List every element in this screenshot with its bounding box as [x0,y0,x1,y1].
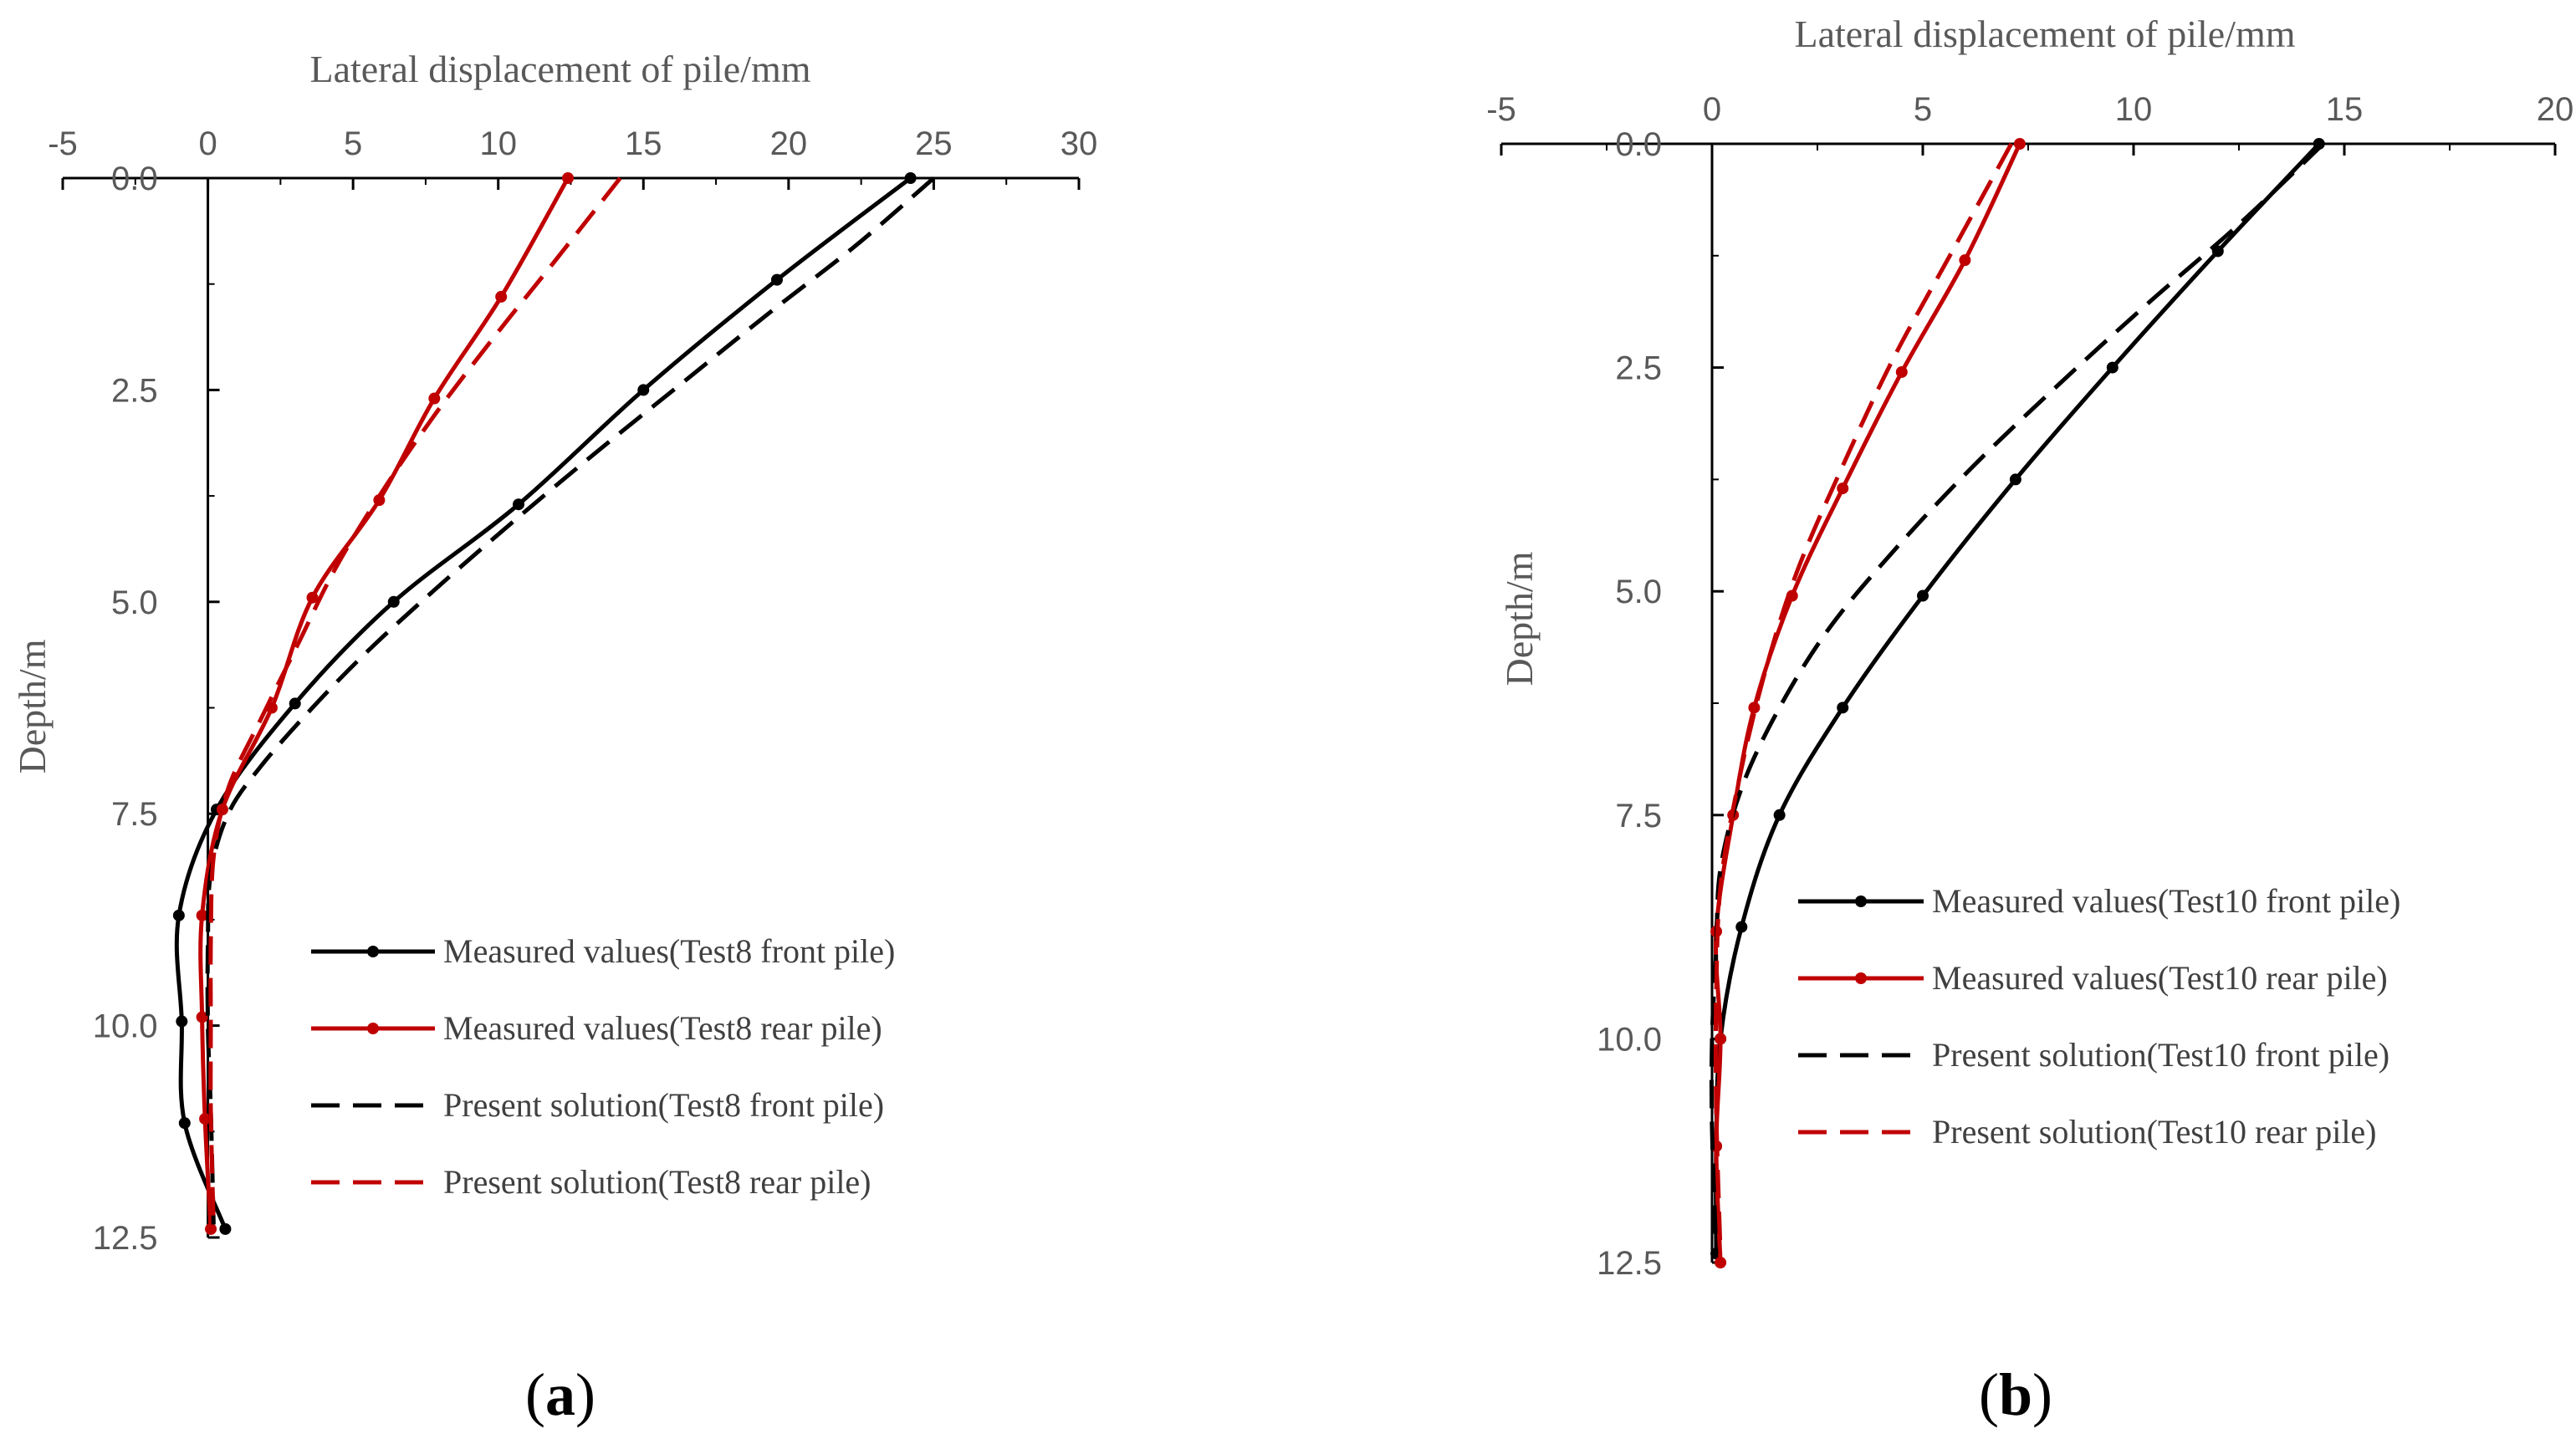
panel-b-y-axis-title: Depth/m [1498,551,1541,686]
panel-b-series-2-point [1748,702,1761,714]
panel-b-legend-label-3: Present solution(Test10 front pile) [1932,1036,2389,1074]
panel-b-legend-marker-2 [1855,972,1867,984]
panel-b-legend-label-2: Measured values(Test10 rear pile) [1932,959,2388,997]
panel-b-series-1-point [1917,589,1929,602]
panel-a-y-tick-label: 10.0 [93,1008,158,1045]
panel-b-legend-label-1: Measured values(Test10 front pile) [1932,882,2400,920]
panel-b-series-1-point [1837,702,1849,714]
panel-a-x-tick-label: 15 [625,125,662,162]
panel-a-series-1-point [904,172,917,184]
panel-a-x-axis-title: Lateral displacement of pile/mm [309,48,810,90]
panel-b-y-tick-label: 12.5 [1597,1245,1662,1282]
panel-b-series-2-line [1714,142,2022,1263]
panel-b-legend-label-4: Present solution(Test10 rear pile) [1932,1113,2377,1151]
panel-b-series-2-point [1715,1033,1727,1045]
panel-b-series-1-line [1714,142,2321,1254]
panel-a-series-2-point [428,392,441,405]
panel-b-series-2-point [2013,138,2026,150]
panel-a-y-tick-label: 7.5 [111,796,158,833]
panel-b-series-2-point [1715,1257,1727,1268]
panel-a-y-tick-label: 0.0 [111,161,158,197]
panel-b-series-3 [1709,142,2325,1254]
panel-a-series-1-point [513,498,525,511]
panel-a-series-1 [172,172,917,1235]
panel-a-x-tick-label: 5 [344,125,362,162]
panel-a-legend-label-3: Present solution(Test8 front pile) [443,1086,884,1124]
panel-a-series-2-point [495,290,508,303]
panel-b-series-2-point [1959,254,1971,267]
panel-a-series-2-point [199,1113,212,1125]
panel-a-series-1-point [387,595,400,608]
panel-a-series-4-line [208,176,622,1229]
panel-b-series-1-point [1735,921,1748,933]
panel-b-x-tick-label: 20 [2537,91,2574,128]
panel-a-series-3 [205,176,936,1229]
panel-a-series-1-point [770,273,783,286]
panel-a-series-2-point [196,909,208,921]
panel-a-y-axis-title: Depth/m [11,639,54,773]
panel-a-x-tick-label: 10 [479,125,517,162]
panel-a-series-1-point [178,1117,191,1130]
panel-a-series-4 [208,176,622,1229]
panel-b-series-4-line [1713,142,2013,1254]
panel-a-series-1-point [289,697,301,710]
panel-a-legend-label-2: Measured values(Test8 rear pile) [443,1009,882,1047]
panel-a-label: (a) [525,1361,595,1428]
panel-a-legend-marker-1 [367,946,379,957]
panel-a-legend-marker-2 [367,1023,379,1034]
panel-a-series-2-point [196,1011,208,1023]
panel-b-legend-marker-1 [1855,896,1867,907]
panel-a-x-tick-label: -5 [48,125,78,162]
panel-b-y-tick-label: 5.0 [1615,574,1662,610]
panel-a-x-tick-label: 25 [915,125,953,162]
panel-a-series-1-point [176,1015,188,1028]
panel-a-x-tick-label: 30 [1061,125,1098,162]
panel-a-series-2-line [198,176,570,1230]
panel-b-series-2 [1710,138,2026,1268]
panel-b-series-1-point [2106,361,2119,374]
panel-a-x-tick-label: 20 [770,125,808,162]
panel-b-y-tick-label: 7.5 [1615,798,1662,834]
panel-a-legend-label-1: Measured values(Test8 front pile) [443,932,895,970]
panel-b-y-tick-label: 10.0 [1597,1021,1662,1058]
panel-b-series-4 [1713,142,2013,1254]
panel-b-x-tick-label: 10 [2115,91,2153,128]
panel-b-series-2-point [1837,482,1849,495]
panel-b-x-tick-label: -5 [1486,91,1516,128]
panel-a-series-2-point [205,1222,217,1235]
panel-b-series-3-line [1709,142,2325,1254]
panel-a-series-2-point [562,172,575,184]
panel-b-chart: Lateral displacement of pile/mm Depth/m … [1486,13,2573,1282]
panel-b-y-tick-label: 2.5 [1615,350,1662,387]
panel-a-series-3-line [205,176,936,1229]
panel-b-series-2-point [1895,365,1908,378]
panel-a-series-2 [196,172,575,1235]
panel-a-chart: Lateral displacement of pile/mm Depth/m … [11,48,1097,1257]
panel-b-series-1 [1710,138,2325,1260]
panel-b-series-1-point [2009,473,2021,486]
panel-a-series-2-point [306,591,319,604]
panel-b-x-tick-label: 5 [1914,91,1932,128]
panel-b-series-1-point [1773,809,1786,821]
panel-a-y-tick-label: 12.5 [93,1220,158,1257]
panel-a-series-1-point [219,1222,232,1235]
panel-a-x-tick-label: 0 [198,125,217,162]
panel-b-y-tick-label: 0.0 [1615,126,1662,163]
panel-a-y-tick-label: 5.0 [111,584,158,621]
panel-a-legend-label-4: Present solution(Test8 rear pile) [443,1163,871,1201]
panel-b-label: (b) [1979,1361,2052,1428]
panel-b-x-tick-label: 0 [1703,91,1721,128]
panel-a-series-1-point [637,384,650,396]
panel-a-series-1-line [174,176,912,1230]
panel-b-x-axis-title: Lateral displacement of pile/mm [1794,13,2295,55]
panel-b-x-tick-label: 15 [2326,91,2364,128]
panel-a-series-1-point [172,909,185,921]
panel-a-y-tick-label: 2.5 [111,372,158,409]
